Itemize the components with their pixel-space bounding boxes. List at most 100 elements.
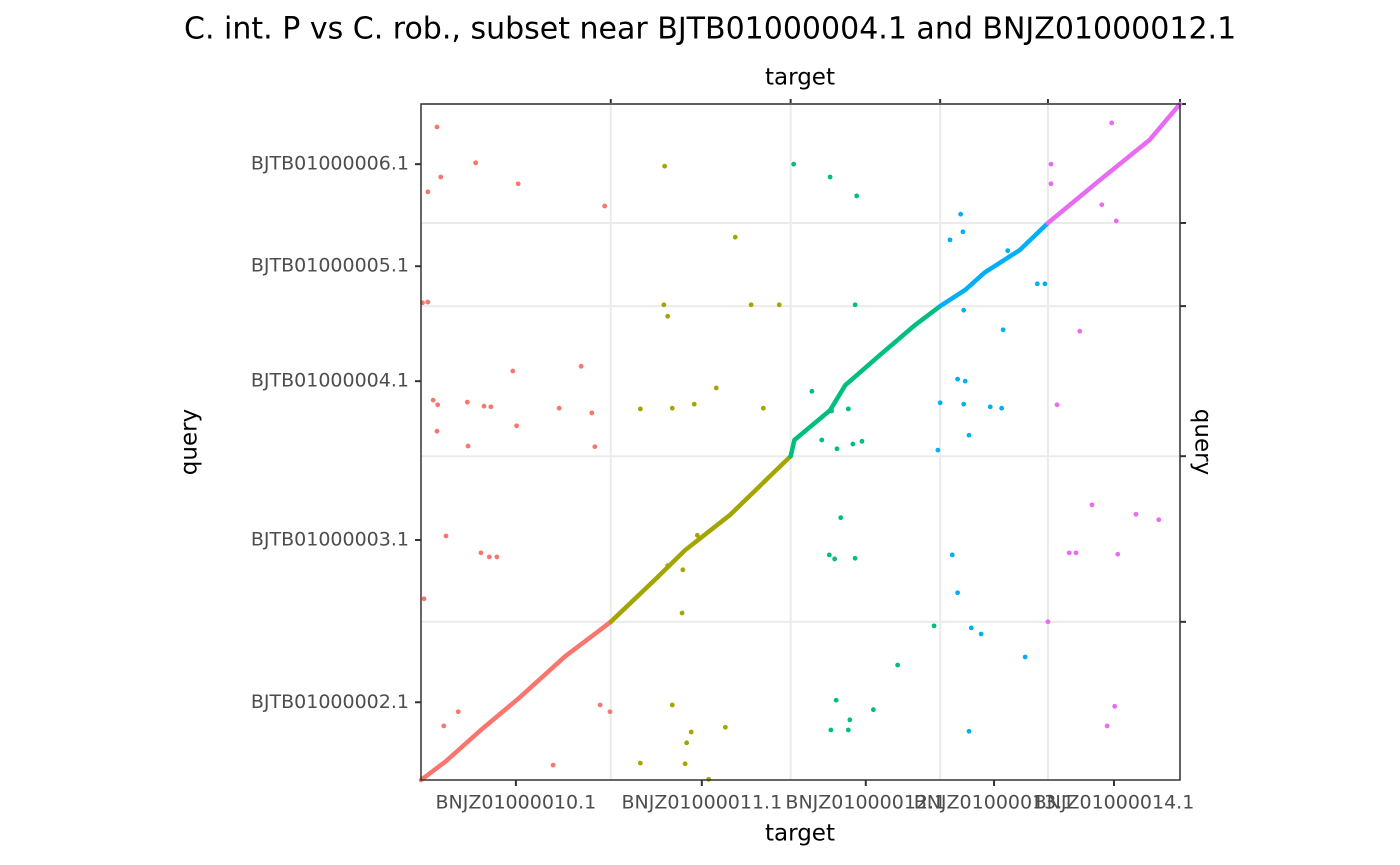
point [828, 727, 834, 733]
point [859, 438, 865, 444]
point [481, 403, 487, 409]
plot-border [420, 103, 1181, 781]
point [960, 229, 966, 235]
point [1077, 328, 1083, 334]
point [425, 189, 431, 195]
point [688, 729, 694, 735]
point [833, 697, 839, 703]
point [665, 313, 671, 319]
point [827, 174, 833, 180]
point [665, 563, 671, 569]
point [682, 761, 688, 767]
point [679, 610, 685, 616]
point [732, 234, 738, 240]
point [1133, 511, 1139, 517]
point [430, 397, 436, 403]
point [1005, 248, 1011, 254]
point [607, 709, 613, 715]
point [1054, 402, 1060, 408]
point [1115, 551, 1121, 557]
point [556, 405, 562, 411]
y-tick-label: BJTB01000005.1 [251, 255, 409, 277]
diagonal-line [937, 220, 1051, 309]
point [464, 399, 470, 405]
point [1104, 723, 1110, 729]
diagonal-line [1045, 101, 1183, 226]
point [421, 596, 427, 602]
point [987, 404, 993, 410]
point [776, 302, 782, 308]
y-axis-title-right: query [1190, 409, 1216, 475]
point [473, 160, 479, 166]
point [838, 515, 844, 521]
point [826, 552, 832, 558]
point [966, 728, 972, 734]
point [968, 625, 974, 631]
point [834, 446, 840, 452]
point [958, 211, 964, 217]
diagonal-line [608, 453, 793, 625]
point [637, 760, 643, 766]
point [669, 702, 675, 708]
point [847, 717, 853, 723]
x-tick-label: BNJZ01000014.1 [1034, 792, 1195, 814]
point [684, 740, 690, 746]
point [961, 401, 967, 407]
point [966, 432, 972, 438]
point [662, 163, 668, 169]
point [1066, 550, 1072, 556]
point [514, 423, 520, 429]
point [1112, 703, 1118, 709]
point [1048, 181, 1054, 187]
x-axis-title: target [765, 821, 835, 847]
point [494, 554, 500, 560]
point [845, 406, 851, 412]
point [854, 193, 860, 199]
point [713, 385, 719, 391]
point [515, 181, 521, 187]
point [870, 707, 876, 713]
point [937, 400, 943, 406]
point [809, 388, 815, 394]
point [852, 302, 858, 308]
point [845, 727, 851, 733]
point [1073, 550, 1079, 556]
point [1156, 517, 1162, 523]
point [694, 532, 700, 538]
point [669, 405, 675, 411]
point [1048, 161, 1054, 167]
point [748, 302, 754, 308]
point [465, 443, 471, 449]
point [441, 723, 447, 729]
point [425, 299, 431, 305]
point [1000, 327, 1006, 333]
point [550, 762, 556, 768]
diagonal-line [788, 303, 943, 459]
point [829, 408, 835, 414]
x-tick-label: BNJZ01000013.1 [914, 792, 1075, 814]
x-tick-label: BNJZ01000012.1 [785, 792, 946, 814]
point [1099, 202, 1105, 208]
point [578, 363, 584, 369]
point [949, 552, 955, 558]
point [478, 550, 484, 556]
point [1022, 654, 1028, 660]
point [602, 203, 608, 209]
point [1113, 218, 1119, 224]
point [691, 401, 697, 407]
point [1045, 619, 1051, 625]
point [443, 533, 449, 539]
y-tick-label: BJTB01000002.1 [251, 691, 409, 713]
x-tick-label: BNJZ01000011.1 [621, 792, 782, 814]
point [1109, 120, 1115, 126]
point [947, 237, 953, 243]
point [962, 378, 968, 384]
point [850, 441, 856, 447]
point [488, 404, 494, 410]
point [931, 623, 937, 629]
point [791, 161, 797, 167]
diagonal-line [418, 619, 613, 783]
point [955, 590, 961, 596]
point [760, 405, 766, 411]
point [455, 709, 461, 715]
